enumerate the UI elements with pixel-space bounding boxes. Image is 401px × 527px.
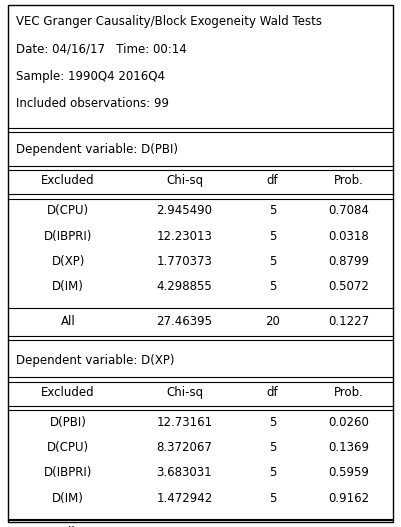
Text: 0.0318: 0.0318 xyxy=(328,230,369,243)
Text: 5: 5 xyxy=(269,230,276,243)
Text: D(IBPRI): D(IBPRI) xyxy=(44,466,92,480)
Text: Excluded: Excluded xyxy=(41,174,95,188)
Text: 5: 5 xyxy=(269,280,276,294)
Text: 12.73161: 12.73161 xyxy=(156,416,213,429)
Text: Dependent variable: D(XP): Dependent variable: D(XP) xyxy=(16,354,174,367)
Text: 0.8799: 0.8799 xyxy=(328,255,369,268)
Text: 20: 20 xyxy=(265,526,280,527)
Text: 0.9162: 0.9162 xyxy=(328,492,369,505)
Text: 0.0045: 0.0045 xyxy=(328,526,369,527)
Text: 3.683031: 3.683031 xyxy=(157,466,212,480)
Text: 8.372067: 8.372067 xyxy=(156,441,213,454)
Text: Chi-sq: Chi-sq xyxy=(166,386,203,399)
Text: 27.46395: 27.46395 xyxy=(156,315,213,328)
Text: 0.5959: 0.5959 xyxy=(328,466,369,480)
Text: 20: 20 xyxy=(265,315,280,328)
Text: 1.472942: 1.472942 xyxy=(156,492,213,505)
Text: 5: 5 xyxy=(269,416,276,429)
Text: D(IM): D(IM) xyxy=(52,280,84,294)
Text: 0.1227: 0.1227 xyxy=(328,315,369,328)
Text: 5: 5 xyxy=(269,466,276,480)
Text: 0.0260: 0.0260 xyxy=(328,416,369,429)
Text: D(PBI): D(PBI) xyxy=(50,416,87,429)
Text: D(CPU): D(CPU) xyxy=(47,204,89,218)
Text: Sample: 1990Q4 2016Q4: Sample: 1990Q4 2016Q4 xyxy=(16,70,165,83)
Text: D(IM): D(IM) xyxy=(52,492,84,505)
Text: 2.945490: 2.945490 xyxy=(156,204,213,218)
Text: 5: 5 xyxy=(269,492,276,505)
Text: 1.770373: 1.770373 xyxy=(156,255,213,268)
Text: 0.5072: 0.5072 xyxy=(328,280,369,294)
Text: 4.298855: 4.298855 xyxy=(156,280,213,294)
Text: All: All xyxy=(61,526,75,527)
Text: 5: 5 xyxy=(269,255,276,268)
Text: Chi-sq: Chi-sq xyxy=(166,174,203,188)
Text: Included observations: 99: Included observations: 99 xyxy=(16,97,169,110)
Text: 12.23013: 12.23013 xyxy=(156,230,213,243)
Text: 5: 5 xyxy=(269,441,276,454)
Text: df: df xyxy=(267,174,278,188)
Text: Excluded: Excluded xyxy=(41,386,95,399)
Text: 0.7084: 0.7084 xyxy=(328,204,369,218)
Text: Prob.: Prob. xyxy=(334,174,364,188)
Text: D(CPU): D(CPU) xyxy=(47,441,89,454)
Text: All: All xyxy=(61,315,75,328)
Text: Date: 04/16/17   Time: 00:14: Date: 04/16/17 Time: 00:14 xyxy=(16,42,187,55)
Text: Prob.: Prob. xyxy=(334,386,364,399)
Text: 40.37638: 40.37638 xyxy=(156,526,213,527)
Text: VEC Granger Causality/Block Exogeneity Wald Tests: VEC Granger Causality/Block Exogeneity W… xyxy=(16,15,322,28)
Text: 0.1369: 0.1369 xyxy=(328,441,369,454)
Text: 5: 5 xyxy=(269,204,276,218)
Text: D(IBPRI): D(IBPRI) xyxy=(44,230,92,243)
Text: Dependent variable: D(PBI): Dependent variable: D(PBI) xyxy=(16,143,178,156)
Text: D(XP): D(XP) xyxy=(51,255,85,268)
Text: df: df xyxy=(267,386,278,399)
